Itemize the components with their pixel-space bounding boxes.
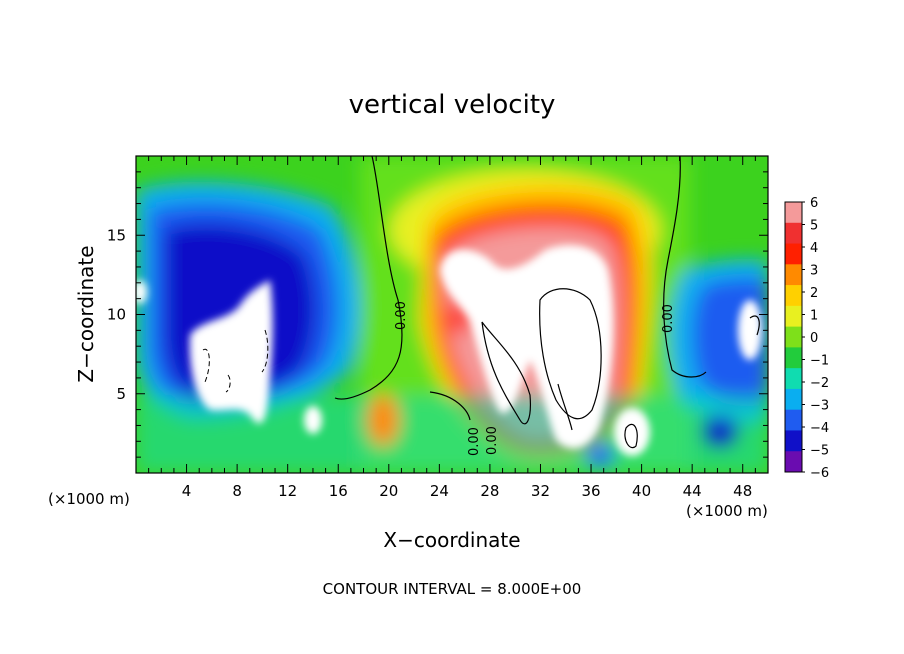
contour-label: 0.00 — [467, 427, 482, 456]
colorbar-segment — [785, 305, 802, 328]
colorbar-segment — [785, 451, 802, 473]
colorbar-segment — [785, 264, 802, 286]
x-tick-label: 48 — [733, 482, 752, 500]
x-tick-label: 32 — [531, 482, 550, 500]
x-tick-label: 36 — [581, 482, 600, 500]
x-units-right: (×1000 m) — [686, 502, 768, 520]
colorbar-label: −4 — [810, 421, 829, 436]
colorbar-label: −3 — [810, 399, 829, 414]
colorbar-label: −2 — [810, 376, 829, 391]
colorbar-label: −5 — [810, 444, 829, 459]
x-units-left: (×1000 m) — [48, 490, 130, 508]
x-tick-label: 40 — [632, 482, 651, 500]
y-tick-label: 10 — [107, 306, 126, 324]
chart-title: vertical velocity — [349, 90, 556, 120]
y-axis: 5 10 15 — [107, 171, 768, 458]
colorbar-segment — [785, 347, 802, 369]
colorbar: 6 5 4 3 2 1 0 −1 −2 −3 −4 −5 −6 — [784, 196, 829, 481]
x-tick-label: 20 — [379, 482, 398, 500]
colorbar-segment — [785, 326, 802, 348]
x-tick-label: 24 — [430, 482, 449, 500]
x-tick-label: 8 — [232, 482, 242, 500]
colorbar-label: 6 — [810, 196, 818, 211]
colorbar-label: 5 — [810, 219, 818, 234]
colorbar-segment — [785, 430, 802, 452]
colorbar-segment — [785, 243, 802, 265]
colorbar-segment — [785, 202, 802, 224]
x-tick-label: 44 — [683, 482, 702, 500]
x-tick-label: 28 — [480, 482, 499, 500]
colorbar-segment — [785, 368, 802, 390]
x-axis: 4 8 12 16 20 24 28 32 36 40 44 48 — [148, 156, 756, 500]
colorbar-label: 4 — [810, 241, 818, 256]
colorbar-label: −6 — [810, 466, 829, 481]
y-axis-label: Z−coordinate — [74, 245, 98, 382]
contour-label: 0.00 — [661, 304, 676, 333]
y-tick-label: 5 — [116, 385, 126, 403]
colorbar-segment — [785, 285, 802, 307]
x-tick-label: 16 — [329, 482, 348, 500]
contour-label: 0.00 — [485, 426, 500, 455]
colorbar-segment — [785, 388, 802, 411]
contour-label: 0.00 — [394, 301, 409, 330]
x-axis-label: X−coordinate — [383, 528, 520, 552]
colorbar-segment — [785, 222, 802, 245]
colorbar-label: 1 — [810, 309, 818, 324]
x-tick-label: 12 — [278, 482, 297, 500]
heatmap-field — [136, 156, 768, 473]
colorbar-label: 3 — [810, 264, 818, 279]
y-tick-label: 15 — [107, 226, 126, 244]
colorbar-label: 2 — [810, 286, 818, 301]
colorbar-label: 0 — [810, 331, 818, 346]
colorbar-label: −1 — [810, 354, 829, 369]
colorbar-segment — [785, 409, 802, 431]
x-tick-label: 4 — [182, 482, 192, 500]
contour-interval-note: CONTOUR INTERVAL = 8.000E+00 — [323, 580, 582, 598]
